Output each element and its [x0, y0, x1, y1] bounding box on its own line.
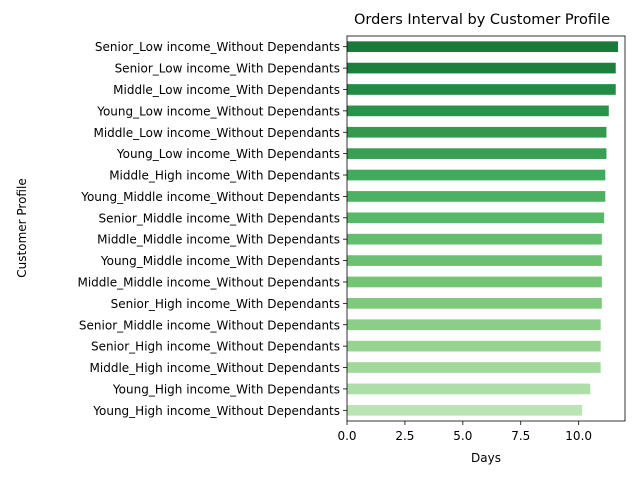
y-tick-label: Middle_High income_Without Dependants: [90, 361, 340, 375]
bar: [347, 84, 616, 95]
y-tick-label: Middle_Low income_With Dependants: [113, 83, 340, 97]
y-tick-label: Young_Low income_Without Dependants: [96, 104, 340, 118]
bar: [347, 169, 606, 181]
bar: [347, 148, 607, 159]
x-tick-label: 0.0: [337, 429, 356, 443]
x-tick-label: 2.5: [395, 429, 414, 443]
bar: [347, 105, 609, 117]
x-tick-label: 7.5: [511, 429, 530, 443]
y-axis-label: Customer Profile: [15, 178, 29, 277]
y-tick-label: Senior_High income_With Dependants: [111, 297, 340, 311]
y-tick-label: Middle_Low income_Without Dependants: [93, 126, 340, 140]
axes-layer: Senior_Low income_Without Dependants Seni…: [77, 35, 626, 443]
y-tick-label: Middle_Middle income_With Dependants: [97, 233, 340, 247]
x-tick-label: 5.0: [453, 429, 472, 443]
y-tick-label: Middle_Middle income_Without Dependants: [77, 275, 340, 289]
x-axis-label: Days: [471, 451, 501, 465]
y-tick-label: Senior_Low income_With Dependants: [115, 62, 340, 76]
y-tick-label: Senior_Low income_Without Dependants: [95, 40, 340, 54]
bar: [347, 362, 601, 373]
bar: [347, 126, 607, 138]
y-tick-label: Senior_High income_Without Dependants: [91, 340, 340, 354]
y-tick-label: Senior_Middle income_Without Dependants: [79, 318, 340, 332]
bar: [347, 404, 583, 416]
y-tick-label: Young_High income_With Dependants: [112, 382, 340, 396]
bar: [347, 255, 602, 266]
bar: [347, 319, 601, 331]
y-tick-label: Young_Low income_With Dependants: [116, 147, 340, 161]
plot-frame: [346, 35, 626, 422]
chart-title: Orders Interval by Customer Profile: [354, 12, 610, 28]
y-tick-label: Young_Middle income_With Dependants: [100, 254, 340, 268]
bar: [347, 276, 602, 288]
bar: [347, 41, 619, 53]
x-tick-label: 10.0: [565, 429, 592, 443]
y-tick-label: Young_High income_Without Dependants: [92, 404, 340, 418]
bars-layer: [347, 41, 619, 416]
bar: [347, 191, 606, 202]
bar: [347, 233, 602, 245]
y-tick-label: Middle_High income_With Dependants: [109, 169, 340, 183]
bar: [347, 340, 601, 352]
bar: [347, 383, 591, 395]
y-tick-label: Young_Middle income_Without Dependants: [80, 190, 340, 204]
y-tick-label: Senior_Middle income_With Dependants: [99, 211, 340, 225]
bar: [347, 298, 602, 309]
bar: [347, 212, 605, 224]
bar: [347, 62, 616, 74]
